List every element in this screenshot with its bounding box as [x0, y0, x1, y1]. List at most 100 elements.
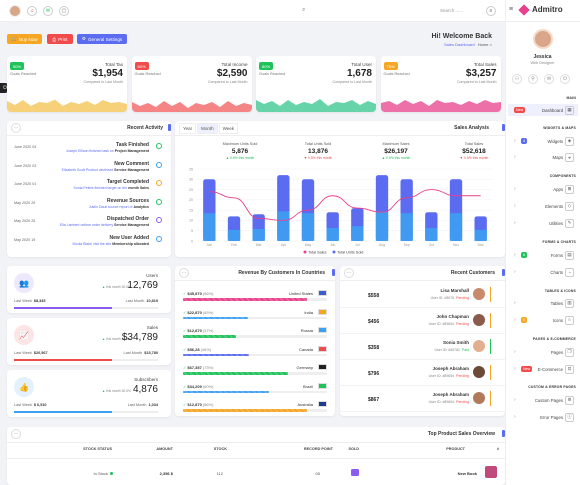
sales-line — [209, 189, 481, 221]
country-bar-fill — [183, 298, 307, 301]
search-icon[interactable]: ⌕ — [302, 7, 306, 13]
goal-label: Goals Reached — [10, 72, 37, 76]
activity-title: Task Finished — [116, 142, 149, 148]
buy-now-button[interactable]: 🛒 Buy Now — [7, 34, 42, 44]
customer-row[interactable]: $358 Sonia Smith User ID: #65782 Paid — [340, 336, 505, 360]
last-month: Last Month 1,034 — [127, 403, 158, 407]
x-tick-label: Mar — [256, 243, 263, 247]
avatar[interactable] — [9, 5, 21, 17]
profile-role: Web Designer — [530, 61, 555, 65]
tab-year[interactable]: Year — [179, 123, 197, 134]
last-week: Last Week $8,345 — [14, 299, 46, 303]
messages-icon[interactable]: ✉ — [43, 6, 53, 16]
sales-analysis-card: Year Month Week Sales Analysis Maximum Uni… — [175, 121, 505, 257]
x-tick-label: May — [305, 243, 312, 247]
timeline-dot — [156, 198, 162, 205]
customer-row[interactable]: $558 Lisa Marshall User ID: #8976 Pending — [340, 284, 505, 308]
last-week: Last Week $ 6,510 — [14, 403, 47, 407]
logo[interactable]: Admitro — [518, 3, 563, 16]
breadcrumb-home[interactable]: Home — [477, 42, 489, 47]
map-pin-icon: ⌖ — [565, 152, 574, 162]
chevron-icon: › — [514, 186, 516, 192]
print-button[interactable]: ⎙ Print — [47, 34, 73, 44]
profile-avatar[interactable] — [533, 29, 553, 49]
customer-row[interactable]: $796 Joseph Abraham User ID: #89654 Pending — [340, 362, 505, 386]
sidebar-item-dashboard[interactable]: New Dashboard ▦ — [508, 104, 578, 116]
country-bar-track — [183, 316, 327, 319]
customer-row[interactable]: $456 John Chapman User ID: #89654 Pending — [340, 310, 505, 334]
chart-legend: Total Sales Total Units Sold — [303, 250, 363, 254]
amount-value: 2,356 $ — [159, 471, 173, 476]
mail-icon[interactable]: ✉ — [544, 74, 554, 84]
goal-badge: 75% — [383, 62, 398, 70]
sidebar-item-icons[interactable]: › 6 Icons ☆ — [508, 314, 578, 326]
metric-change: ▲ 0.5% this month — [381, 156, 411, 160]
sidebar-item-forms[interactable]: › 6 Forms ▤ — [508, 249, 578, 261]
notification-icon[interactable]: ♫ — [27, 6, 37, 16]
menu-toggle-icon[interactable]: ≡ — [486, 6, 496, 16]
sidebar-item-error-pages[interactable]: › Error Pages ⓘ — [508, 411, 578, 423]
activity-desc: Elizabeth Scott Product wireheadService … — [61, 167, 149, 172]
metric-value: $26,197 — [384, 148, 408, 155]
status-indicator — [489, 287, 491, 302]
x-tick-label: Aug — [379, 243, 385, 247]
bar-gradient — [203, 213, 216, 241]
activity-title: New Comment — [114, 160, 149, 167]
sidebar-item-utilities[interactable]: › Utilities ✎ — [508, 217, 578, 229]
progress-fill — [14, 411, 113, 413]
product-name: New Book — [457, 471, 477, 476]
chevron-icon: › — [514, 414, 516, 420]
profile-icon[interactable]: ⚇ — [512, 74, 522, 84]
sidebar-item-tables[interactable]: › Tables ▥ — [508, 297, 578, 309]
sidebar-item-charts[interactable]: › Charts ◔ — [508, 266, 578, 278]
stat-card: 80% Goals Reached Total User 1,678 Compared … — [256, 56, 376, 112]
menu-icon[interactable]: ≡ — [509, 6, 514, 13]
sidebar-item-ecommerce[interactable]: › New E-Commerce ⊡ — [508, 363, 578, 375]
chevron-icon: › — [514, 252, 516, 258]
sidebar-item-widgets[interactable]: › 4 Widgets ◈ — [508, 135, 578, 147]
last-month: Last Month 10,819 — [125, 299, 158, 303]
general-settings-button[interactable]: ⚙ General Settings — [77, 34, 127, 44]
sidebar-item-maps[interactable]: › Maps ⌖ — [508, 151, 578, 163]
activity-item: June 2020 01 Target Completed Sonia Peters… — [7, 178, 171, 196]
sidebar-item-apps[interactable]: › Apps ⊞ — [508, 183, 578, 195]
timeline-dot — [156, 161, 162, 168]
more-options-icon[interactable]: ⋯ — [11, 429, 21, 439]
chevron-icon: › — [514, 203, 516, 209]
status-indicator — [489, 339, 491, 354]
chart-icon: 📈 — [14, 325, 34, 345]
y-tick-label: 0 — [191, 239, 193, 243]
sidebar-item-pages[interactable]: › Pages ❐ — [508, 346, 578, 358]
flag-icon — [318, 382, 327, 389]
profile-name: Jessica — [533, 54, 552, 60]
country-row: ✓$34,209(60%) Brazil — [175, 381, 335, 399]
flag-icon — [318, 364, 327, 370]
filter-icon[interactable]: ⚲ — [528, 74, 538, 84]
mini-stat-change: ▲this month 50.5% — [102, 389, 131, 393]
breadcrumb-current[interactable]: Sales Dashboard — [443, 42, 475, 47]
goal-label: Goals Reached — [134, 72, 161, 76]
home-icon: ⌂ — [489, 42, 492, 47]
search-input[interactable]: Search ...... — [440, 8, 464, 13]
customer-row[interactable]: $867 Joseph Abraham User ID: #89654 Pending — [340, 388, 505, 412]
fullscreen-icon[interactable]: ▢ — [59, 6, 69, 16]
layers-icon: ◇ — [565, 201, 574, 211]
mini-stat-value: 4,876 — [132, 384, 158, 395]
activity-date: May 2020 19 — [14, 237, 36, 242]
sidebar-item-elements[interactable]: › Elements ◇ — [508, 200, 578, 212]
tab-month[interactable]: Month — [197, 123, 218, 134]
sidebar-heading: TABLES & ICONS — [544, 289, 576, 293]
more-options-icon[interactable]: ⋯ — [179, 268, 189, 278]
sidebar-item-label: Pages — [550, 349, 563, 355]
tab-week[interactable]: Week — [218, 123, 239, 134]
product-thumbnail — [485, 466, 497, 478]
check-icon: ✓ — [183, 291, 187, 296]
logout-icon[interactable]: ⏻ — [560, 74, 570, 84]
sidebar-collapse-icon[interactable]: ⏻ — [0, 83, 10, 93]
table-header: PRODUCT — [446, 447, 465, 451]
sidebar-item-custom-pages[interactable]: › Custom Pages ⚙ — [508, 394, 578, 406]
more-options-icon[interactable]: ⋯ — [344, 268, 354, 278]
more-options-icon[interactable]: ⋯ — [11, 123, 21, 133]
activity-desc: Sonia Peters finished target on themonth… — [73, 186, 149, 190]
icons-icon: ☆ — [565, 315, 574, 325]
